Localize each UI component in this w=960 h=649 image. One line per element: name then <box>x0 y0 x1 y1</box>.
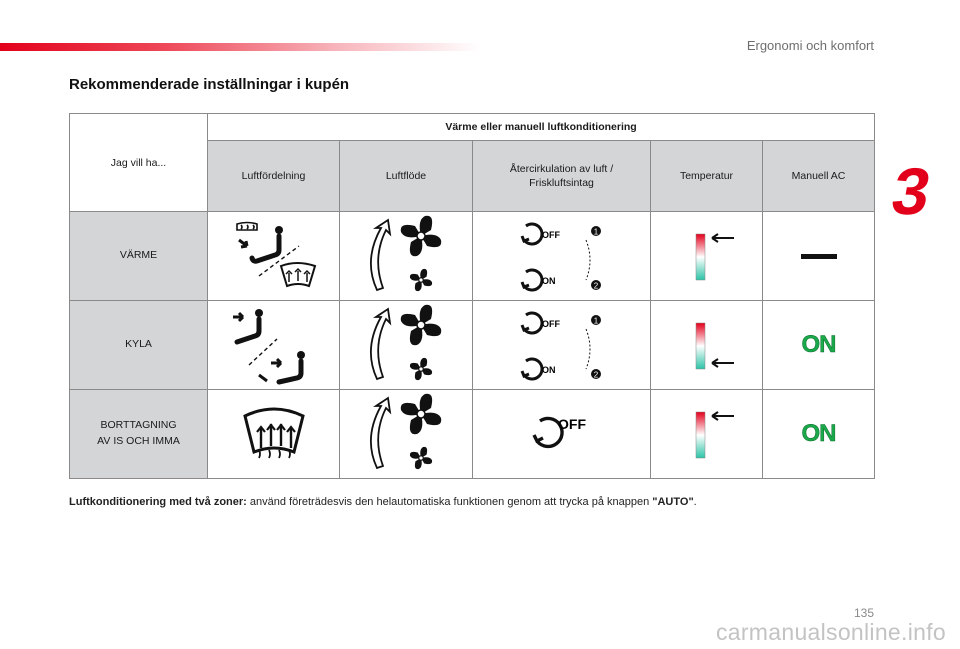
temperature-cell <box>650 211 763 301</box>
column-label: Luftfördelning <box>241 169 306 182</box>
settings-table: Jag vill ha... Värme eller manuell luftk… <box>69 113 876 479</box>
air-distribution-cell <box>207 389 340 479</box>
recirculation-icon: OFF <box>531 416 586 449</box>
fan-icon <box>369 304 442 381</box>
svg-text:1: 1 <box>593 317 598 326</box>
ac-off-indicator <box>800 254 837 259</box>
footnote-bold: Luftkonditionering med två zoner: <box>69 496 247 508</box>
temperature-gauge-icon <box>695 233 734 281</box>
manual-ac-cell: ON <box>761 300 876 390</box>
air-flow-cell <box>339 211 473 301</box>
footnote-end: . <box>693 496 697 508</box>
fan-icon <box>369 393 442 470</box>
table-row: KYLA <box>69 300 876 390</box>
svg-text:2: 2 <box>593 282 598 291</box>
vent-icon <box>232 309 305 385</box>
table-row: VÄRME <box>69 211 876 301</box>
column-header: Återcirkulation av luft / Friskluftsinta… <box>472 140 651 212</box>
svg-text:OFF: OFF <box>542 319 560 329</box>
air-distribution-cell <box>207 211 340 301</box>
want-label: Jag vill ha... <box>110 156 167 169</box>
recirculation-cell: OFF <box>472 389 651 479</box>
section-header: Ergonomi och komfort <box>746 38 874 53</box>
ac-on-indicator: ON <box>801 331 837 359</box>
arrow-left-icon <box>710 411 734 421</box>
chapter-number: 3 <box>886 154 937 228</box>
footnote: Luftkonditionering med två zoner: använd… <box>69 496 697 508</box>
page-title: Rekommenderade inställningar i kupén <box>69 76 350 93</box>
svg-text:1: 1 <box>593 228 598 237</box>
fan-icon <box>369 215 442 292</box>
column-label: Återcirkulation av luft / Friskluftsinta… <box>509 162 614 189</box>
arrow-left-icon <box>710 233 734 243</box>
svg-text:2: 2 <box>593 371 598 380</box>
top-accent-bar <box>0 43 480 51</box>
table-row: BORTTAGNING AV IS OCH IMMA <box>69 389 876 479</box>
svg-text:ON: ON <box>542 276 556 286</box>
air-distribution-cell <box>207 300 340 390</box>
row-label-cool: KYLA <box>69 300 208 390</box>
group-label: Värme eller manuell luftkonditionering <box>445 121 637 133</box>
group-header: Värme eller manuell luftkonditionering <box>206 113 876 141</box>
recirculation-icon: OFF ON 1 2 <box>520 222 601 292</box>
temperature-gauge-icon <box>695 322 734 370</box>
recirculation-cell: OFF ON 1 2 <box>472 300 651 390</box>
column-header: Luftflöde <box>339 140 473 212</box>
svg-text:ON: ON <box>542 365 556 375</box>
air-flow-cell <box>339 389 473 479</box>
manual-ac-cell: ON <box>761 389 876 479</box>
defrost-icon <box>242 407 305 459</box>
column-label: Luftflöde <box>385 169 427 182</box>
footnote-button-ref: "AUTO" <box>652 496 694 508</box>
temperature-gauge-icon <box>695 411 734 459</box>
arrow-left-icon <box>710 358 734 368</box>
column-header: Temperatur <box>650 140 763 212</box>
manual-ac-cell <box>761 211 876 301</box>
row-label-defrost: BORTTAGNING AV IS OCH IMMA <box>69 389 208 479</box>
temperature-cell <box>650 389 763 479</box>
recirculation-cell: OFF ON 1 2 <box>472 211 651 301</box>
page-number: 135 <box>853 606 874 620</box>
column-header: Luftfördelning <box>207 140 340 212</box>
want-header: Jag vill ha... <box>69 113 208 212</box>
row-label-heat: VÄRME <box>69 211 208 301</box>
watermark: carmanualsonline.info <box>715 619 946 645</box>
svg-text:OFF: OFF <box>542 230 560 240</box>
recirculation-icon: OFF ON 1 2 <box>520 311 601 381</box>
ac-on-indicator: ON <box>801 420 837 448</box>
footnote-text: använd företrädesvis den helautomatiska … <box>246 496 653 508</box>
air-flow-cell <box>339 300 473 390</box>
column-header: Manuell AC <box>761 140 876 212</box>
column-label: Manuell AC <box>791 169 846 182</box>
temperature-cell <box>650 300 763 390</box>
column-label: Temperatur <box>679 169 734 182</box>
svg-text:OFF: OFF <box>558 416 586 432</box>
vent-icon <box>235 221 316 288</box>
